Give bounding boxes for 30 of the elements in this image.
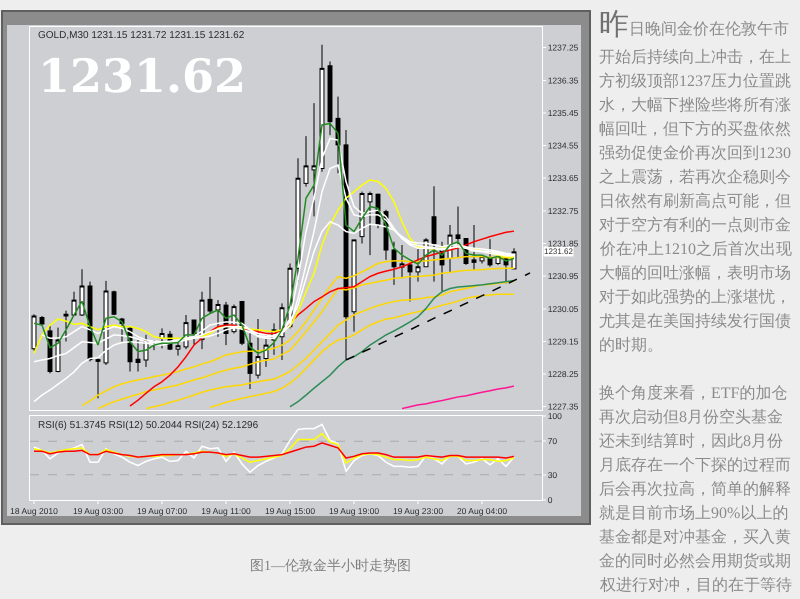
y-tick-label: 1234.55 xyxy=(548,140,579,151)
y-tick-label: 1227.35 xyxy=(548,402,579,412)
y-tick-label: 0 xyxy=(548,494,553,505)
y-tick-label: 1229.15 xyxy=(548,336,579,346)
x-tick-label: 19 Aug 03:00 xyxy=(72,506,124,516)
text: 昨日晚间金价在伦敦午市开始后持续向上冲击，在上方初级顶部1237压力位置跳水，大幅下挫险些将所有涨幅回吐，但下方的买盘依然强劲促使金价再次回到1230之上震荡，若再次企稳则今日依然有刷新高点可能，但对于空方有利的一点则市金价在冲上1210之后首次出现大幅的回吐涨幅，表明市场对于如此强势的上涨堪忧，尤其是在美国持续发行国债的时期。 xyxy=(599,8,792,354)
y-tick-label: 30 xyxy=(548,470,558,480)
y-tick-label: 70 xyxy=(548,436,558,446)
y-tick-label: 1228.25 xyxy=(548,369,579,380)
y-tick-label: 1233.65 xyxy=(548,173,579,184)
y-tick-label: 1230.05 xyxy=(548,304,579,314)
y-tick-label: 1232.75 xyxy=(548,206,579,216)
x-tick-label: 19 Aug 07:00 xyxy=(136,506,188,516)
caption: 图1—伦敦金半小时走势图 xyxy=(250,558,411,574)
x-tick-label: 19 Aug 15:00 xyxy=(264,506,316,516)
annotation: 1231.62 xyxy=(544,247,574,256)
chart-title: GOLD,M30 1231.15 1231.72 1231.15 1231.62 xyxy=(38,30,245,41)
text: 换个角度来看，ETF的加仓再次启动但8月份空头基金还未到结算时，因此8月份月底存在一个下探的过程而后会再次拉高，简单的解释就是目前市场上90%以上的基金都是对冲基金，买入黄金的同时必然会用期货或期权进行对冲，目的在于等待 xyxy=(599,385,792,594)
y-tick-label: 1236.35 xyxy=(548,75,579,86)
y-tick-label: 1231.85 xyxy=(548,238,579,249)
y-tick-label: 1235.45 xyxy=(548,108,579,118)
x-tick-label: 19 Aug 19:00 xyxy=(328,506,380,516)
y-tick-label: 100 xyxy=(548,410,562,421)
x-tick-label: 18 Aug 2010 xyxy=(10,506,58,516)
y-tick-label: 1230.95 xyxy=(548,271,579,282)
x-tick-label: 19 Aug 23:00 xyxy=(392,506,444,516)
chart-title: RSI(6) 51.3745 RSI(12) 50.2044 RSI(24) 52.1296 xyxy=(38,420,259,431)
y-tick-label: 1237.25 xyxy=(548,42,579,53)
x-tick-label: 19 Aug 11:00 xyxy=(201,506,252,516)
x-tick-label: 20 Aug 04:00 xyxy=(456,506,508,516)
